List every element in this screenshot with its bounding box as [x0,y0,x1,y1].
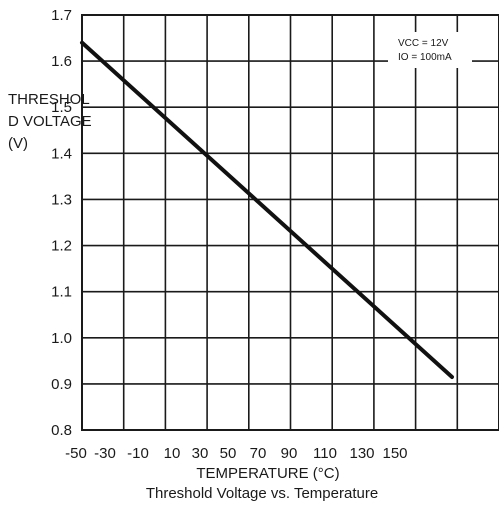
y-tick-label: 1.5 [51,99,72,116]
x-tick-label: 70 [250,445,267,462]
y-axis-label-line-3: (V) [8,135,28,152]
grid [82,15,499,430]
x-tick-label: 90 [281,445,298,462]
x-tick-label: 110 [313,445,337,462]
y-tick-label: 1.4 [51,145,72,162]
y-axis-label-line-2: D VOLTAGE [8,113,92,130]
x-tick-label: 50 [220,445,237,462]
annotation-vcc: VCC = 12V [398,38,449,49]
x-tick-label: 30 [192,445,209,462]
y-tick-label: 1.3 [51,191,72,208]
y-tick-label: 1.6 [51,53,72,70]
annotation-box [388,32,472,68]
threshold-voltage-line [80,40,454,379]
y-tick-labels: 1.7 1.6 1.5 1.4 1.3 1.2 1.1 1.0 0.9 0.8 [51,7,72,439]
x-tick-labels: -50 -30 -10 10 30 50 70 90 110 130 150 [65,445,407,462]
x-tick-label: 150 [382,445,407,462]
y-axis-label-line-1: THRESHOL [8,91,90,108]
y-tick-label: 1.0 [51,330,72,347]
x-tick-label: 10 [164,445,181,462]
y-tick-label: 0.9 [51,376,72,393]
x-tick-label: 130 [349,445,374,462]
x-tick-label: -50 [65,445,87,462]
chart-title: Threshold Voltage vs. Temperature [146,485,378,502]
y-tick-label: 1.2 [51,238,72,255]
y-tick-label: 1.7 [51,7,72,24]
x-axis-label: TEMPERATURE (°C) [196,465,339,482]
series-layer [80,40,454,379]
annotation-io: IO = 100mA [398,52,452,63]
y-tick-label: 1.1 [51,284,72,301]
x-tick-label: -30 [94,445,116,462]
y-tick-label: 0.8 [51,422,72,439]
x-tick-label: -10 [127,445,149,462]
plot-frame [81,14,499,431]
